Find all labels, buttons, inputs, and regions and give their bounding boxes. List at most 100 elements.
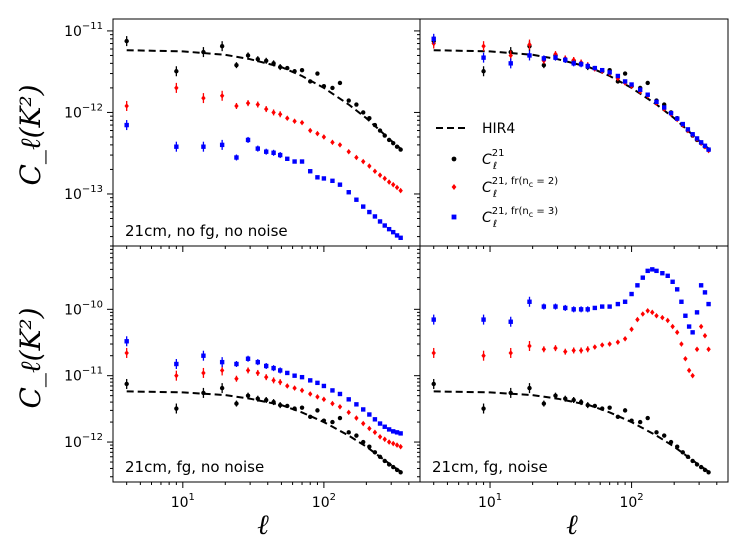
point-c21 — [255, 56, 260, 62]
point-fr3 — [622, 299, 628, 304]
point-fr3 — [698, 283, 704, 288]
point-c21 — [607, 405, 612, 410]
point-fr2 — [263, 106, 269, 112]
legend-swatch-diamond — [451, 184, 457, 190]
point-fr2 — [201, 95, 206, 101]
point-fr3 — [245, 356, 251, 361]
panel-data — [431, 33, 711, 154]
point-fr3 — [599, 304, 605, 309]
point-fr3 — [670, 279, 675, 284]
point-fr3 — [615, 73, 621, 79]
point-c21 — [271, 61, 276, 66]
point-c21 — [299, 67, 305, 73]
point-fr3 — [585, 307, 590, 312]
point-fr3 — [330, 178, 335, 184]
point-fr3 — [679, 299, 684, 304]
point-fr2 — [354, 154, 359, 161]
point-fr2 — [277, 111, 283, 118]
point-c21 — [277, 64, 283, 70]
point-c21 — [637, 419, 643, 425]
point-fr3 — [367, 209, 372, 215]
point-fr3 — [361, 204, 366, 209]
point-fr3 — [245, 137, 251, 143]
plots-layer — [124, 33, 711, 475]
legend-swatch-square — [451, 214, 457, 220]
point-fr2 — [386, 439, 392, 445]
panel-annotation: 21cm, fg, no noise — [125, 458, 264, 476]
point-fr2 — [394, 442, 400, 448]
point-c21 — [541, 401, 547, 406]
point-c21 — [277, 402, 283, 408]
point-fr2 — [629, 326, 634, 333]
point-fr2 — [386, 179, 392, 185]
point-fr3 — [299, 374, 305, 380]
x-axis-label-left: ℓ — [257, 508, 269, 541]
point-c21 — [337, 415, 343, 421]
point-fr3 — [394, 233, 400, 238]
series-fr2 — [124, 347, 403, 450]
point-fr3 — [315, 175, 320, 180]
point-fr2 — [201, 370, 206, 376]
panel-data — [124, 36, 403, 240]
point-fr2 — [292, 118, 297, 125]
point-fr3 — [654, 99, 659, 105]
point-fr3 — [354, 197, 359, 202]
point-fr2 — [615, 75, 621, 82]
y-tick-label: 10−13 — [64, 184, 103, 203]
y-tick-label: 10−12 — [64, 432, 103, 451]
point-fr2 — [654, 312, 659, 319]
point-fr2 — [481, 352, 486, 359]
point-fr2 — [299, 387, 305, 394]
point-fr2 — [308, 127, 313, 134]
point-fr3 — [346, 190, 351, 195]
point-fr3 — [255, 359, 260, 365]
x-axis-label-right: ℓ — [566, 508, 578, 541]
y-tick-base: 10 — [64, 105, 82, 121]
point-fr3 — [124, 122, 129, 128]
point-fr2 — [277, 379, 283, 385]
point-c21 — [698, 464, 704, 470]
point-fr2 — [690, 372, 695, 379]
point-fr3 — [481, 55, 486, 60]
y-tick-exp: −13 — [82, 184, 103, 195]
point-c21 — [578, 399, 584, 405]
series-fr3 — [431, 267, 711, 335]
point-c21 — [361, 110, 366, 115]
hir4-curve — [126, 390, 402, 473]
point-fr2 — [337, 142, 343, 148]
y-tick-base: 10 — [64, 187, 82, 203]
legend-label-sup: 21, fr(n — [492, 206, 529, 217]
point-c21 — [285, 403, 290, 409]
y-axis-label-top: C_ℓ(K²) — [14, 84, 47, 185]
point-fr2 — [599, 342, 605, 348]
legend-label-sup: 21 — [492, 148, 505, 159]
legend-swatch-circle — [451, 156, 457, 162]
point-c21 — [219, 43, 225, 49]
point-fr3 — [292, 159, 297, 164]
point-c21 — [629, 418, 634, 423]
y-tick-base: 10 — [64, 302, 82, 318]
point-fr2 — [321, 396, 327, 403]
point-fr3 — [683, 313, 688, 318]
point-c21 — [674, 444, 680, 449]
point-c21 — [690, 458, 695, 464]
point-c21 — [124, 381, 129, 387]
point-fr2 — [372, 429, 378, 436]
point-fr2 — [635, 316, 640, 323]
point-fr3 — [372, 214, 378, 219]
point-fr3 — [541, 304, 547, 309]
point-fr3 — [337, 182, 343, 187]
point-fr3 — [321, 176, 327, 181]
point-c21 — [541, 62, 547, 68]
legend-label-main: C — [482, 180, 492, 196]
point-fr3 — [372, 417, 378, 422]
point-fr3 — [665, 273, 670, 279]
point-fr2 — [255, 101, 260, 108]
point-fr2 — [245, 367, 251, 374]
point-fr2 — [541, 346, 547, 353]
point-fr2 — [299, 119, 305, 126]
point-c21 — [367, 444, 372, 449]
point-fr2 — [315, 130, 320, 137]
point-fr2 — [706, 346, 711, 353]
